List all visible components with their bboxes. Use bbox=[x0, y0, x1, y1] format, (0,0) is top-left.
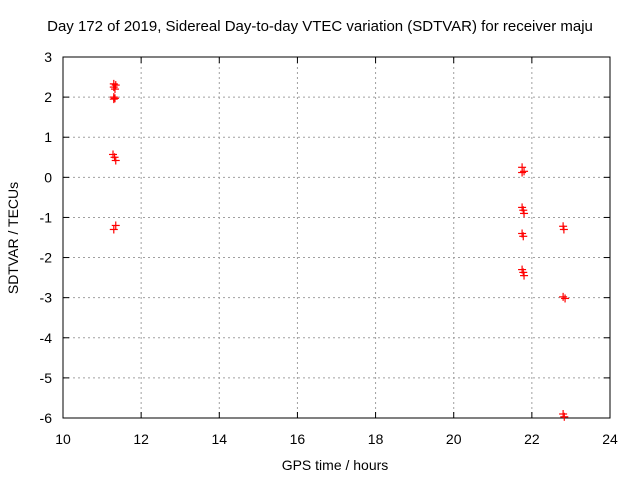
x-tick-label: 18 bbox=[368, 431, 384, 447]
y-tick-label: -4 bbox=[40, 330, 53, 346]
y-tick-label: 3 bbox=[44, 49, 52, 65]
data-point bbox=[520, 209, 529, 218]
data-point bbox=[518, 168, 527, 177]
data-point bbox=[520, 167, 529, 176]
x-tick-label: 22 bbox=[524, 431, 540, 447]
x-tick-label: 14 bbox=[211, 431, 227, 447]
data-point bbox=[111, 221, 120, 230]
data-point bbox=[520, 271, 529, 280]
data-point bbox=[109, 225, 118, 234]
data-point bbox=[519, 232, 528, 241]
plot-frame bbox=[62, 56, 611, 419]
y-tick-label: -6 bbox=[40, 410, 53, 426]
x-tick-label: 20 bbox=[446, 431, 462, 447]
y-tick-label: 2 bbox=[44, 89, 52, 105]
chart-title: Day 172 of 2019, Sidereal Day-to-day VTE… bbox=[47, 18, 593, 35]
y-tick-label: -2 bbox=[40, 250, 53, 266]
data-point bbox=[559, 292, 568, 301]
data-points bbox=[109, 79, 570, 421]
x-tick-label: 16 bbox=[290, 431, 306, 447]
y-tick-label: -5 bbox=[40, 370, 53, 386]
x-tick-label: 24 bbox=[602, 431, 618, 447]
data-point bbox=[559, 225, 568, 234]
y-axis-label: SDTVAR / TECUs bbox=[5, 182, 21, 294]
x-tick-label: 12 bbox=[133, 431, 149, 447]
y-tick-label: -3 bbox=[40, 290, 53, 306]
y-tick-label: -1 bbox=[40, 209, 53, 225]
grid-lines bbox=[63, 57, 610, 418]
data-point bbox=[110, 94, 119, 103]
data-point bbox=[109, 95, 118, 104]
x-tick-label: 10 bbox=[55, 431, 71, 447]
data-point bbox=[109, 83, 118, 92]
x-axis-label: GPS time / hours bbox=[282, 457, 389, 473]
y-tick-label: 1 bbox=[44, 129, 52, 145]
data-point bbox=[561, 294, 570, 303]
data-point bbox=[110, 85, 119, 94]
data-point bbox=[111, 81, 120, 90]
data-point bbox=[111, 156, 120, 165]
data-point bbox=[560, 412, 569, 421]
y-tick-label: 0 bbox=[44, 169, 52, 185]
